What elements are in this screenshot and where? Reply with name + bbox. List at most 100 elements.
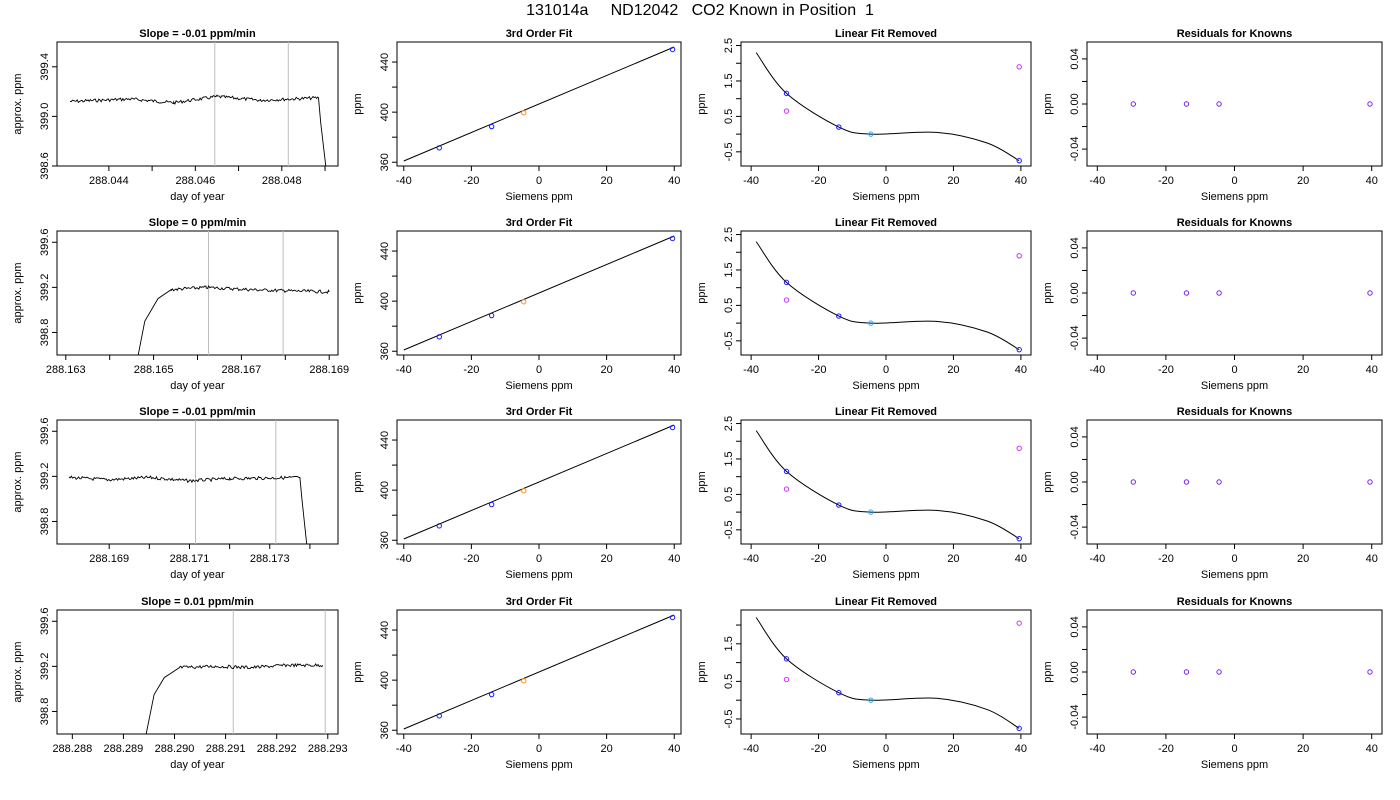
data-point: [1130, 479, 1137, 485]
chart-title: Slope = 0 ppm/min: [149, 217, 247, 229]
y-tick-label: 400: [379, 671, 391, 689]
y-tick-label: 1.5: [723, 262, 735, 277]
data-point: [1016, 346, 1022, 353]
y-tick-label: 399.6: [39, 229, 51, 257]
x-tick-label: 288.167: [222, 364, 262, 376]
x-tick-label: 288.044: [89, 175, 129, 187]
y-tick-label: 398.6: [39, 152, 51, 180]
data-point: [1216, 479, 1222, 485]
concentration-trace: [137, 285, 330, 355]
plot-frame: [56, 419, 339, 545]
data-point: [521, 678, 527, 684]
y-tick-label: 399.0: [39, 103, 51, 131]
x-tick-label: 40: [1366, 743, 1378, 755]
chart-panel: Slope = -0.01 ppm/min 288.169 288.171 288.1…: [12, 406, 339, 581]
data-point: [1367, 479, 1373, 485]
x-axis-label: Siemens ppm: [505, 569, 572, 581]
chart-title: Slope = 0.01 ppm/min: [141, 596, 254, 608]
x-tick-label: 288.291: [206, 743, 246, 755]
x-tick-label: -40: [396, 553, 412, 565]
x-axis-label: Siemens ppm: [852, 380, 919, 392]
data-point: [1130, 290, 1137, 296]
chart-title: 3rd Order Fit: [506, 28, 573, 40]
y-tick-label: 400: [379, 292, 391, 310]
data-point: [521, 488, 527, 494]
data-point: [868, 509, 874, 515]
data-point: [1016, 725, 1022, 732]
x-tick-label: 20: [947, 743, 959, 755]
x-tick-label: -20: [463, 553, 479, 565]
data-point: [436, 523, 442, 529]
chart-panel: 3rd Order Fit -40 -20 0 20 40 360 400 440 Siemens…: [352, 406, 682, 581]
concentration-trace: [145, 662, 324, 734]
x-tick-label: 20: [600, 743, 612, 755]
x-tick-label: -20: [811, 553, 827, 565]
y-tick-label: 398.8: [39, 508, 51, 536]
y-tick-label: -0.04: [1069, 515, 1081, 540]
data-point: [1183, 101, 1190, 107]
chart-title: Linear Fit Removed: [835, 28, 937, 40]
x-tick-label: -20: [811, 364, 827, 376]
x-tick-label: 20: [600, 553, 612, 565]
x-tick-label: 40: [1366, 364, 1378, 376]
x-axis-label: Siemens ppm: [505, 191, 572, 203]
y-axis-label: approx. ppm: [12, 262, 24, 323]
chart-title: Residuals for Knowns: [1177, 28, 1293, 40]
y-tick-label: 399.6: [39, 418, 51, 446]
x-tick-label: 0: [883, 553, 889, 565]
x-tick-label: 20: [600, 175, 612, 187]
chart-title: 3rd Order Fit: [506, 596, 573, 608]
chart-title: 3rd Order Fit: [506, 406, 573, 418]
x-axis-label: Siemens ppm: [852, 569, 919, 581]
y-tick-label: 360: [379, 342, 391, 360]
y-tick-label: -0.04: [1069, 137, 1081, 162]
y-tick-label: 0.5: [723, 674, 735, 689]
fit-curve: [755, 617, 1020, 729]
plot-area: [137, 231, 330, 355]
x-tick-label: 288.165: [134, 364, 174, 376]
plot-area: [403, 424, 675, 540]
y-tick-label: 440: [379, 431, 391, 449]
x-tick-label: -40: [1089, 743, 1105, 755]
y-tick-label: 2.5: [723, 416, 735, 431]
x-tick-label: 288.290: [155, 743, 195, 755]
y-tick-label: -0.5: [723, 709, 735, 728]
fit-curve: [755, 241, 1020, 351]
x-axis-label: day of year: [170, 191, 225, 203]
x-tick-label: 40: [1366, 175, 1378, 187]
y-tick-label: 1.5: [723, 73, 735, 88]
plot-area: [755, 430, 1020, 540]
y-axis-label: ppm: [696, 661, 708, 682]
x-tick-label: -20: [463, 175, 479, 187]
plot-frame: [740, 419, 1032, 545]
plot-area: [69, 42, 327, 166]
chart-panel: Residuals for Knowns -40 -20 0 20 40 -0.04 0.00…: [1042, 406, 1383, 581]
y-axis-label: ppm: [696, 93, 708, 114]
data-point: [436, 334, 442, 340]
chart-panel: Residuals for Knowns -40 -20 0 20 40 -0.04 0.00…: [1042, 217, 1383, 392]
x-tick-label: 20: [1297, 364, 1309, 376]
x-tick-label: -40: [743, 743, 759, 755]
data-point: [488, 501, 495, 508]
x-tick-label: 288.046: [175, 175, 215, 187]
x-tick-label: 20: [947, 553, 959, 565]
y-tick-label: 0.5: [723, 487, 735, 502]
chart-title: Residuals for Knowns: [1177, 596, 1293, 608]
y-axis-label: approx. ppm: [12, 641, 24, 702]
concentration-trace: [68, 475, 308, 544]
data-point: [1016, 64, 1022, 70]
y-axis-label: approx. ppm: [12, 451, 24, 512]
chart-panel: 3rd Order Fit -40 -20 0 20 40 360 400 440 Siemens…: [352, 217, 682, 392]
y-axis-label: ppm: [1042, 282, 1054, 303]
data-point: [669, 46, 676, 53]
y-tick-label: 399.4: [39, 53, 51, 81]
y-tick-label: 0.04: [1069, 237, 1081, 258]
x-tick-label: -20: [1158, 553, 1174, 565]
chart-title: Residuals for Knowns: [1177, 406, 1293, 418]
data-point: [488, 312, 495, 319]
y-tick-label: 400: [379, 481, 391, 499]
y-tick-label: -0.5: [723, 520, 735, 539]
x-tick-label: 40: [1015, 553, 1027, 565]
x-tick-label: 20: [947, 175, 959, 187]
